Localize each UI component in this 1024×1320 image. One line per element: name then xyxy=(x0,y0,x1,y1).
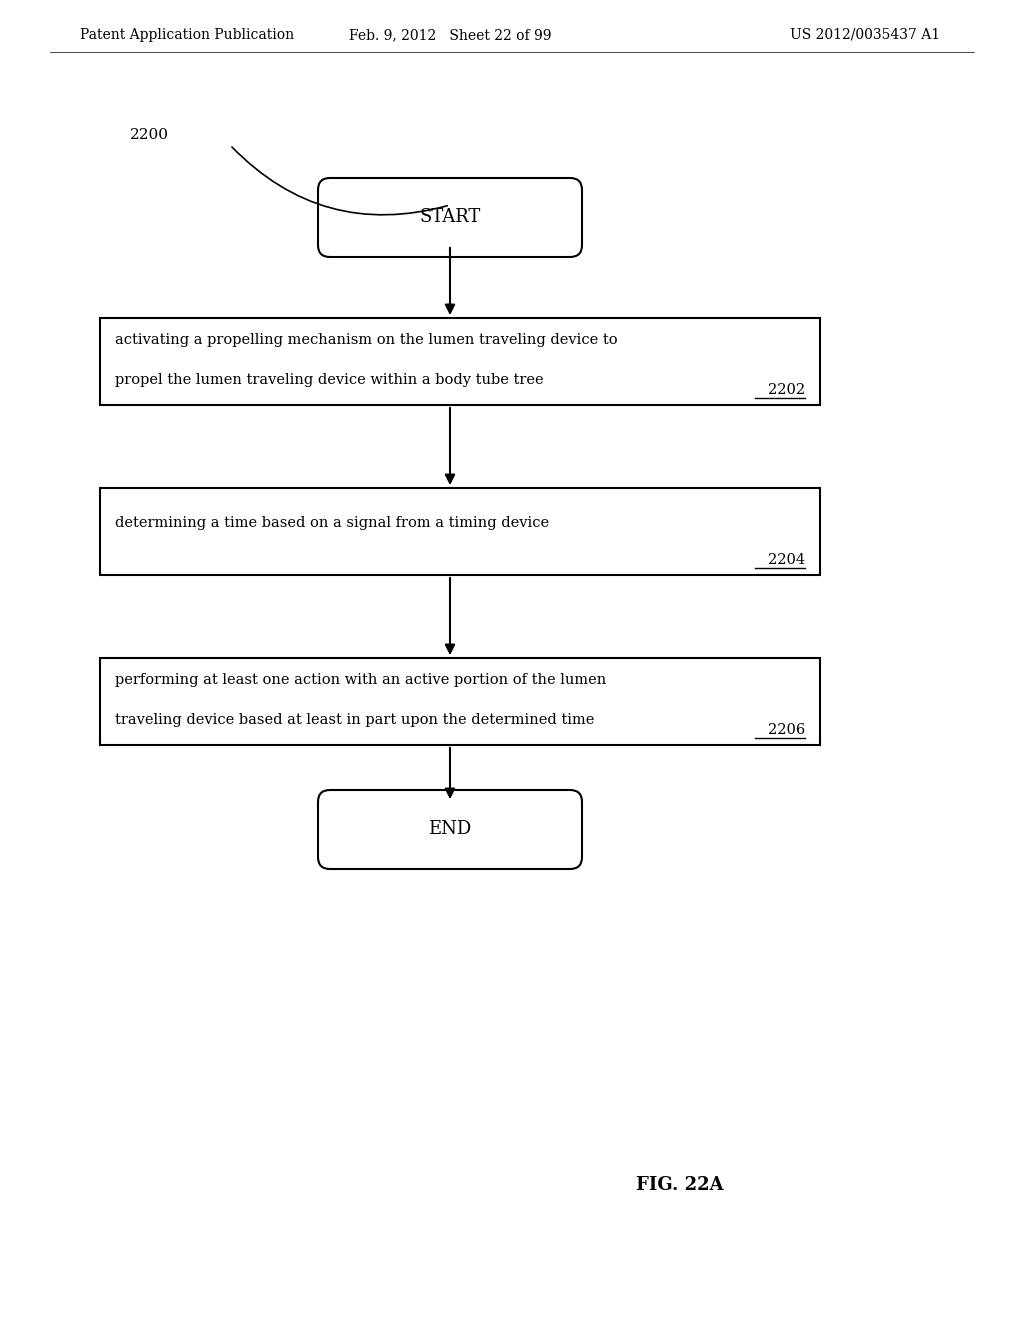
Text: FIG. 22A: FIG. 22A xyxy=(636,1176,724,1195)
Text: 2204: 2204 xyxy=(768,553,805,568)
Text: Feb. 9, 2012   Sheet 22 of 99: Feb. 9, 2012 Sheet 22 of 99 xyxy=(349,28,551,42)
Text: activating a propelling mechanism on the lumen traveling device to: activating a propelling mechanism on the… xyxy=(115,333,617,347)
FancyBboxPatch shape xyxy=(100,488,820,576)
Text: 2200: 2200 xyxy=(130,128,169,143)
Text: END: END xyxy=(428,821,472,838)
Text: propel the lumen traveling device within a body tube tree: propel the lumen traveling device within… xyxy=(115,374,544,387)
Text: performing at least one action with an active portion of the lumen: performing at least one action with an a… xyxy=(115,673,606,686)
FancyBboxPatch shape xyxy=(100,657,820,744)
FancyBboxPatch shape xyxy=(318,789,582,869)
Text: 2202: 2202 xyxy=(768,383,805,397)
Text: START: START xyxy=(420,209,480,227)
Text: determining a time based on a signal from a timing device: determining a time based on a signal fro… xyxy=(115,516,549,531)
Text: traveling device based at least in part upon the determined time: traveling device based at least in part … xyxy=(115,713,594,727)
FancyBboxPatch shape xyxy=(100,318,820,405)
FancyBboxPatch shape xyxy=(318,178,582,257)
Text: Patent Application Publication: Patent Application Publication xyxy=(80,28,294,42)
Text: 2206: 2206 xyxy=(768,723,805,737)
Text: US 2012/0035437 A1: US 2012/0035437 A1 xyxy=(790,28,940,42)
